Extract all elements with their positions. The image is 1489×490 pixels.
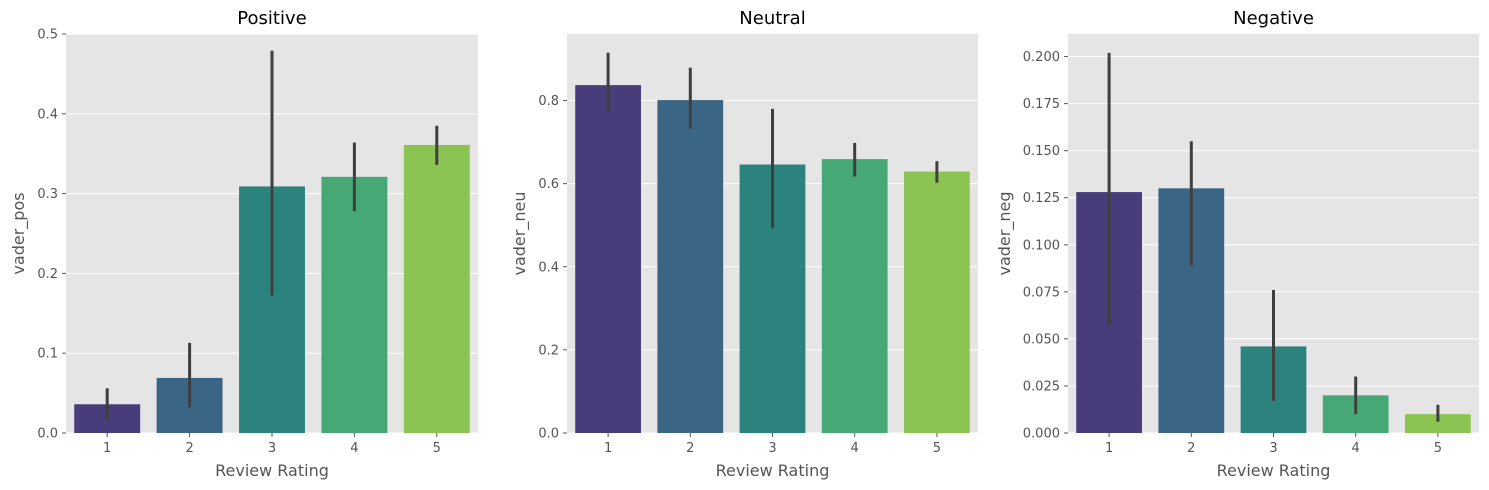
y-tick-label-negative: 0.000	[1023, 427, 1060, 442]
x-axis-label-positive: Review Rating	[215, 461, 329, 480]
y-tick-label-negative: 0.200	[1023, 50, 1060, 65]
x-tick-label-positive: 2	[185, 441, 193, 456]
y-tick-label-negative: 0.075	[1023, 285, 1060, 300]
panel-negative: 0.000 0.025 0.050 0.075 0.100 0.125 0.150 0.175…	[995, 8, 1479, 480]
x-axis-label-neutral: Review Rating	[716, 461, 830, 480]
x-tick-label-positive: 4	[350, 441, 358, 456]
y-tick-label-neutral: 0.8	[538, 94, 559, 109]
bar-neutral-5	[904, 171, 970, 433]
panel-neutral: 0.0 0.2 0.4 0.6 0.8 1 2 3 4 5 Neutral Review Rating…	[510, 8, 978, 480]
y-tick-label-positive: 0.5	[37, 28, 58, 43]
bar-positive-4	[321, 176, 388, 434]
x-axis-label-negative: Review Rating	[1217, 461, 1331, 480]
x-tick-label-negative: 4	[1352, 441, 1360, 456]
panel-positive: 0.0 0.1 0.2 0.3 0.4 0.5 1 2 3 4 5 Positive Review Ra…	[9, 8, 478, 480]
x-tick-label-neutral: 2	[686, 441, 694, 456]
y-tick-label-negative: 0.025	[1023, 379, 1060, 394]
y-tick-label-positive: 0.1	[37, 347, 58, 362]
x-tick-label-neutral: 5	[933, 441, 941, 456]
x-tick-label-neutral: 4	[851, 441, 859, 456]
y-tick-label-neutral: 0.0	[538, 427, 559, 442]
y-tick-label-negative: 0.150	[1023, 144, 1060, 159]
y-tick-label-positive: 0.3	[37, 187, 58, 202]
x-tick-label-negative: 2	[1187, 441, 1195, 456]
x-tick-label-positive: 1	[103, 441, 111, 456]
bar-positive-5	[403, 144, 470, 433]
bar-neutral-4	[821, 159, 888, 433]
y-tick-label-negative: 0.125	[1023, 191, 1060, 206]
x-tick-label-negative: 5	[1434, 441, 1442, 456]
x-tick-label-neutral: 3	[768, 441, 776, 456]
x-tick-label-negative: 1	[1105, 441, 1113, 456]
y-axis-label-positive: vader_pos	[9, 192, 29, 274]
bar-neutral-2	[657, 100, 724, 433]
bar-negative-5	[1405, 414, 1471, 433]
panel-title-negative: Negative	[1233, 8, 1314, 29]
y-axis-label-negative: vader_neg	[995, 192, 1015, 276]
y-tick-label-positive: 0.4	[37, 107, 58, 122]
y-tick-label-neutral: 0.2	[538, 343, 559, 358]
x-tick-label-neutral: 1	[604, 441, 612, 456]
x-tick-label-negative: 3	[1269, 441, 1277, 456]
panel-title-positive: Positive	[237, 8, 306, 29]
y-axis-label-neutral: vader_neu	[510, 192, 530, 276]
y-tick-label-negative: 0.100	[1023, 238, 1060, 253]
y-tick-label-positive: 0.0	[37, 427, 58, 442]
y-tick-label-neutral: 0.4	[538, 260, 559, 275]
y-tick-label-neutral: 0.6	[538, 177, 559, 192]
y-tick-label-positive: 0.2	[37, 267, 58, 282]
bar-neutral-1	[575, 85, 641, 433]
x-tick-label-positive: 5	[433, 441, 441, 456]
y-tick-label-negative: 0.050	[1023, 332, 1060, 347]
x-tick-label-positive: 3	[268, 441, 276, 456]
y-tick-label-negative: 0.175	[1023, 97, 1060, 112]
panel-title-neutral: Neutral	[739, 8, 805, 29]
